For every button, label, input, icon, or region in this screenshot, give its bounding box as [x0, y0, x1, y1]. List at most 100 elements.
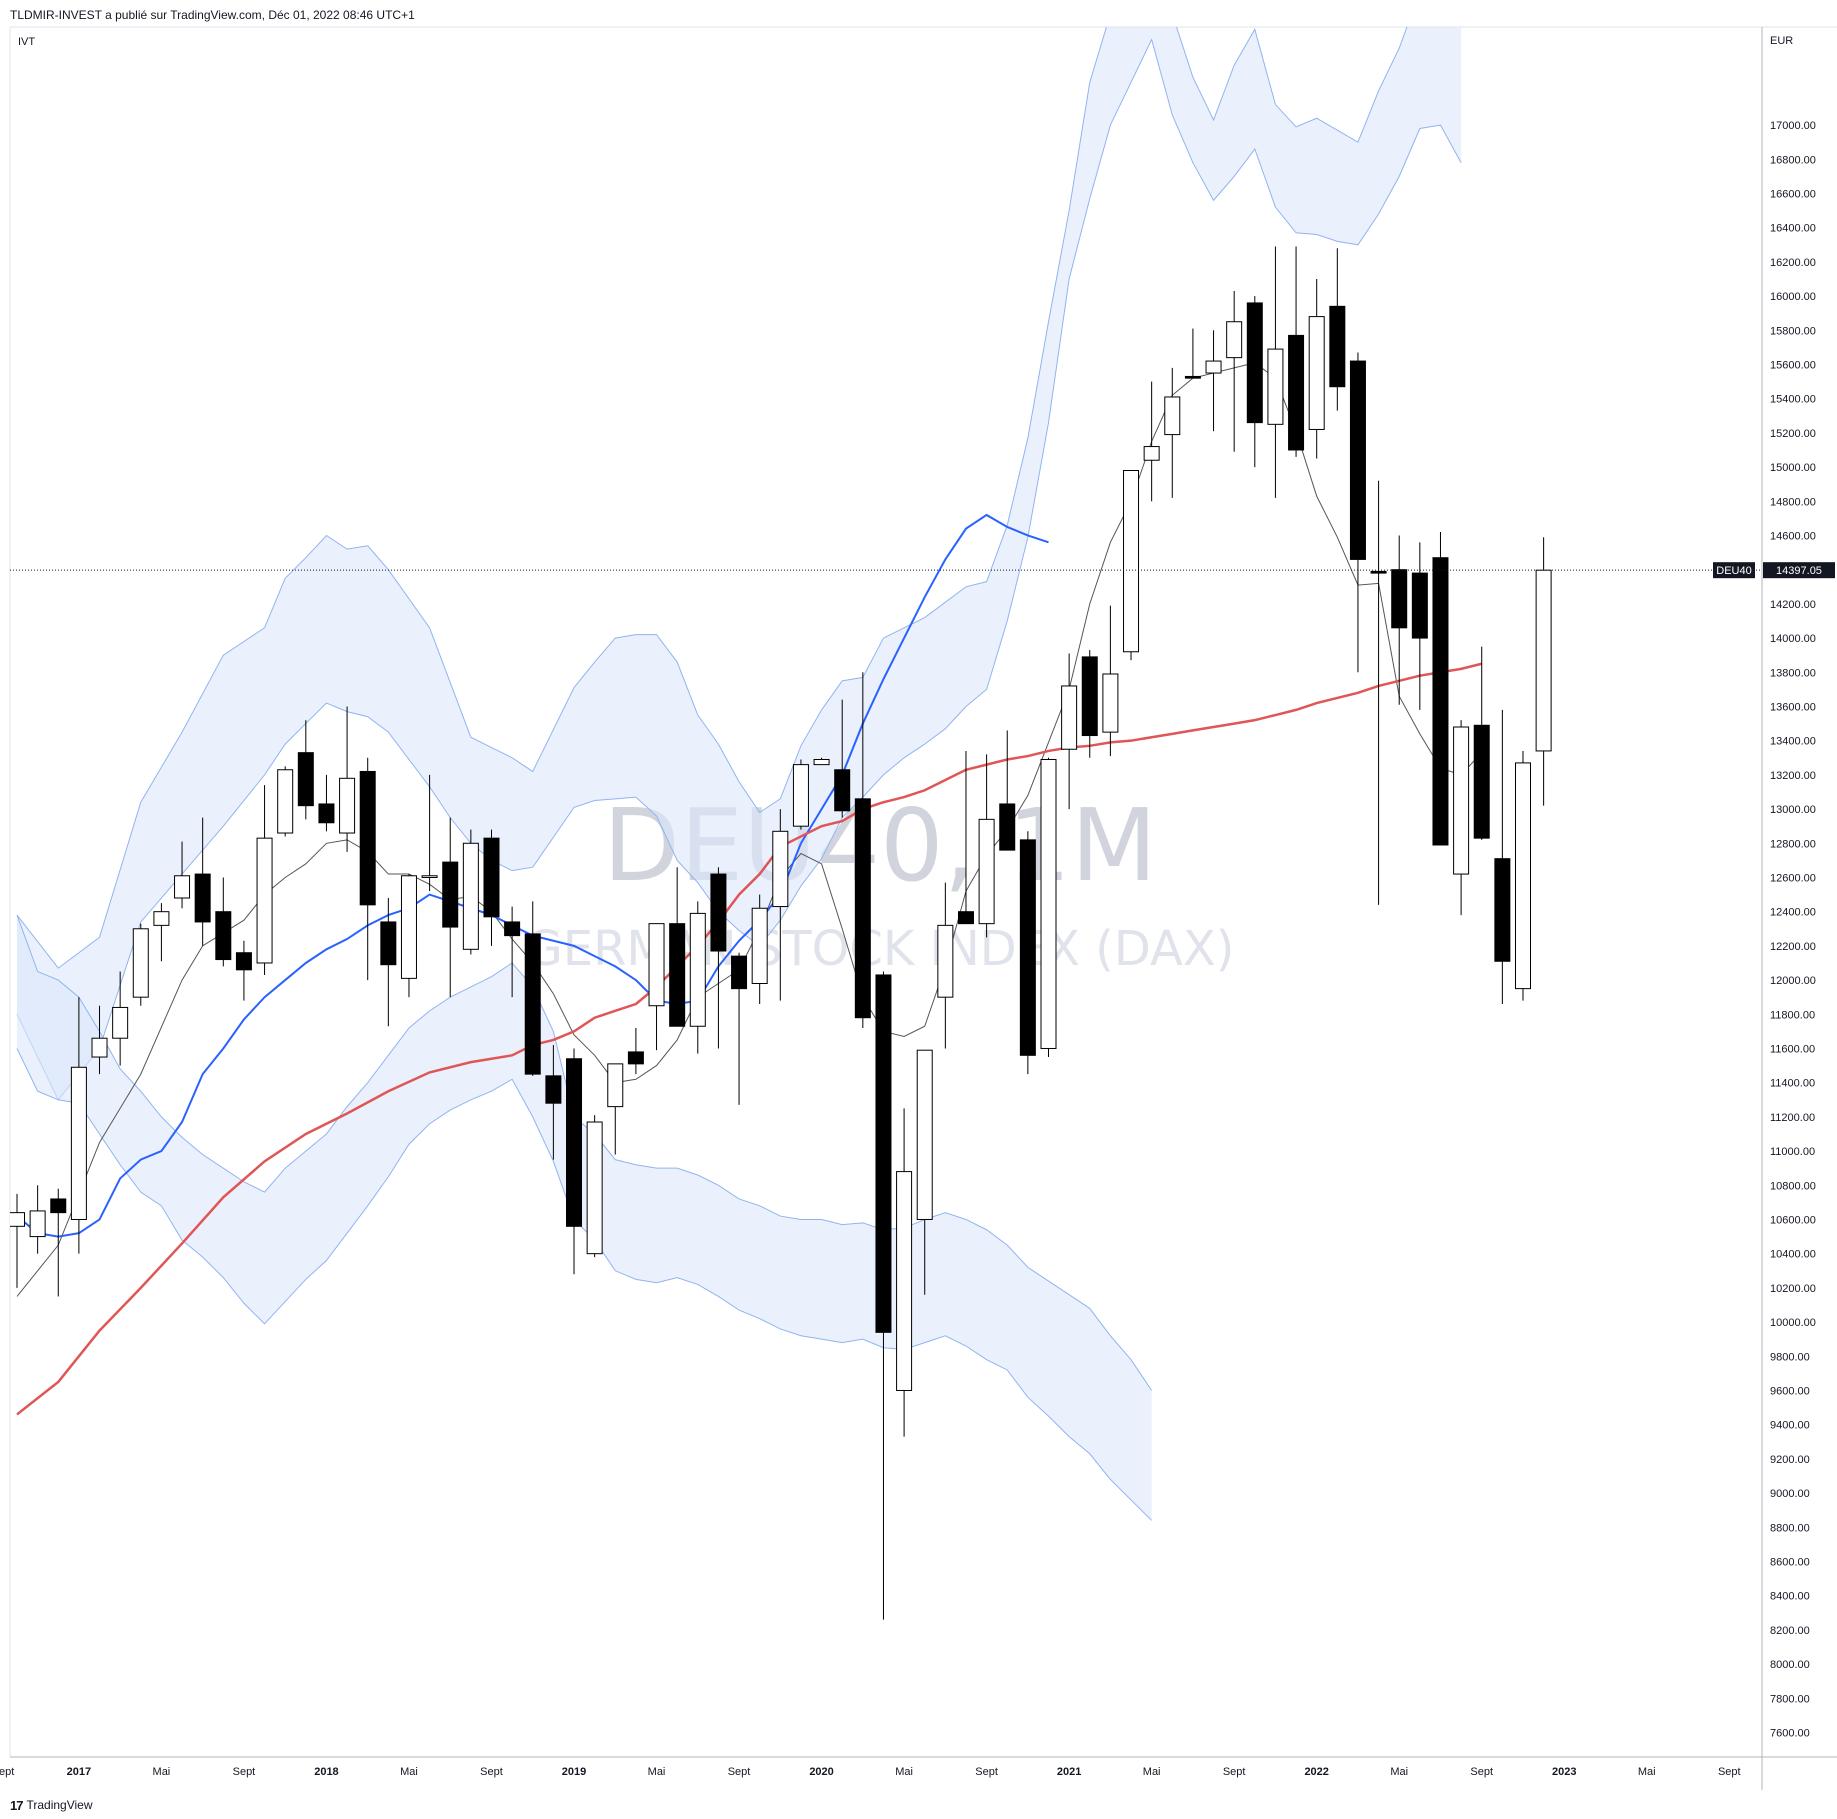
indicator-label[interactable]: IVT: [18, 36, 36, 48]
candle[interactable]: [524, 901, 541, 1076]
candle[interactable]: [1226, 290, 1243, 452]
candle[interactable]: [1349, 352, 1366, 673]
candle[interactable]: [359, 757, 376, 981]
candle[interactable]: [916, 1049, 933, 1295]
candle[interactable]: [29, 1185, 46, 1254]
candle[interactable]: [772, 809, 789, 1001]
candle[interactable]: [875, 971, 892, 1620]
candle[interactable]: [235, 940, 252, 1001]
candle[interactable]: [462, 829, 479, 955]
candle[interactable]: [153, 903, 170, 962]
price-tick-label: 11600.00: [1770, 1043, 1815, 1055]
price-axis[interactable]: EUR 7600.00 7800.00 8000.00 8200.00 8400.00 86…: [1770, 35, 1816, 1739]
candle[interactable]: [1246, 296, 1263, 468]
time-tick-label: Mai: [1638, 1766, 1656, 1778]
candle[interactable]: [1123, 470, 1140, 661]
candle[interactable]: [339, 706, 356, 852]
candle[interactable]: [174, 841, 191, 909]
candle-body: [875, 974, 892, 1333]
candle[interactable]: [751, 894, 768, 1005]
price-tick-label: 11800.00: [1770, 1009, 1815, 1021]
candle[interactable]: [689, 901, 706, 1054]
candle[interactable]: [421, 774, 438, 892]
candle[interactable]: [1411, 542, 1428, 710]
candle[interactable]: [792, 759, 809, 830]
candle[interactable]: [1184, 328, 1201, 379]
candle[interactable]: [1391, 535, 1408, 705]
price-tick-label: 10800.00: [1770, 1180, 1816, 1192]
time-tick-label: 2021: [1057, 1766, 1081, 1778]
candle[interactable]: [1040, 757, 1057, 1058]
candle[interactable]: [1473, 646, 1490, 840]
candle[interactable]: [731, 952, 748, 1105]
candle[interactable]: [896, 1108, 913, 1437]
candle-body: [359, 770, 376, 906]
candle[interactable]: [566, 1048, 583, 1275]
candle[interactable]: [1535, 537, 1552, 806]
candle[interactable]: [937, 882, 954, 1049]
candle[interactable]: [215, 877, 232, 967]
candle-body: [1514, 762, 1531, 990]
footer-brand[interactable]: TradingView: [26, 1798, 93, 1812]
candle[interactable]: [1370, 480, 1387, 905]
candle-body: [1473, 724, 1490, 839]
candle[interactable]: [442, 817, 459, 998]
candle[interactable]: [710, 867, 727, 1049]
candle[interactable]: [978, 754, 995, 938]
candle[interactable]: [1081, 650, 1098, 758]
candle[interactable]: [1061, 653, 1078, 810]
candle[interactable]: [1494, 709, 1511, 1005]
candle[interactable]: [1019, 831, 1036, 1075]
candle[interactable]: [1453, 720, 1470, 916]
candle[interactable]: [813, 757, 830, 766]
candle[interactable]: [1143, 381, 1160, 502]
candle-body: [648, 923, 665, 1007]
candle[interactable]: [1102, 605, 1119, 757]
candle[interactable]: [1288, 246, 1305, 457]
candle[interactable]: [1164, 367, 1181, 498]
candle[interactable]: [1205, 330, 1222, 432]
candle[interactable]: [194, 817, 211, 946]
candle[interactable]: [400, 874, 417, 998]
candle[interactable]: [854, 672, 871, 1028]
candle[interactable]: [545, 1045, 562, 1160]
candle[interactable]: [648, 923, 665, 1051]
candle[interactable]: [50, 1188, 67, 1297]
price-tick-label: 8200.00: [1770, 1625, 1810, 1637]
candle[interactable]: [1432, 532, 1449, 846]
candle[interactable]: [999, 730, 1016, 851]
candle[interactable]: [297, 720, 314, 820]
candle[interactable]: [380, 898, 397, 1027]
time-axis[interactable]: ept 2017 Mai Sept 2018 Mai Sept 2019 Mai Sept 2020…: [0, 1766, 1741, 1778]
time-tick-label: 2018: [314, 1766, 338, 1778]
price-tick-label: 14600.00: [1770, 530, 1816, 542]
candle[interactable]: [277, 766, 294, 837]
candle[interactable]: [586, 1115, 603, 1258]
price-tick-label: 10200.00: [1770, 1283, 1816, 1295]
candle[interactable]: [318, 774, 335, 832]
candle[interactable]: [627, 1027, 644, 1075]
candle-body: [896, 1171, 913, 1391]
candle[interactable]: [669, 867, 686, 1027]
candle[interactable]: [10, 1193, 25, 1288]
candle[interactable]: [91, 1005, 108, 1075]
candle[interactable]: [607, 1063, 624, 1155]
candle[interactable]: [957, 750, 974, 925]
candle[interactable]: [1514, 750, 1531, 1001]
candle[interactable]: [256, 785, 273, 975]
candle-body: [957, 911, 974, 925]
candle[interactable]: [483, 829, 500, 946]
candle-body: [545, 1075, 562, 1104]
tradingview-logo-icon[interactable]: 17: [10, 1797, 24, 1813]
candle-body: [1123, 470, 1140, 653]
candle[interactable]: [834, 699, 851, 818]
candle-body: [153, 911, 170, 926]
candle[interactable]: [112, 971, 129, 1066]
candle[interactable]: [1308, 278, 1325, 459]
candle[interactable]: [70, 997, 87, 1254]
candle[interactable]: [1329, 248, 1346, 411]
candle[interactable]: [504, 906, 521, 998]
candle[interactable]: [132, 923, 149, 1006]
candle[interactable]: [1267, 246, 1284, 498]
